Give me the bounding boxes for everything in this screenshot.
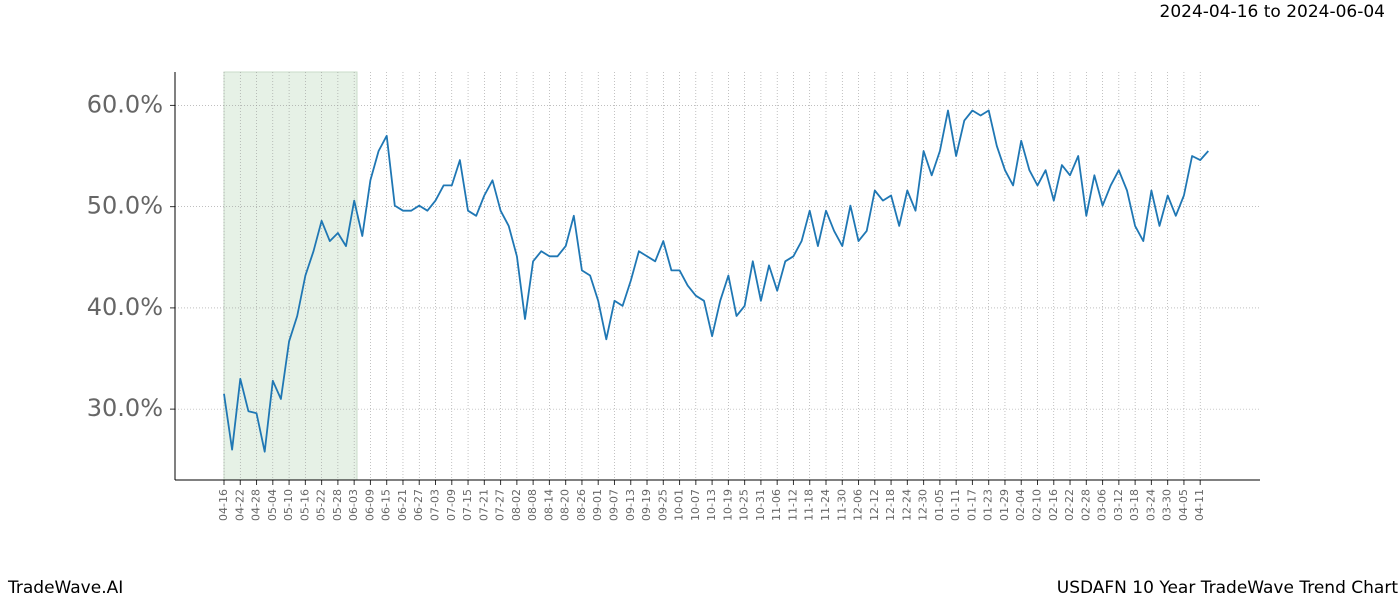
x-tick-label: 02-10 xyxy=(1031,489,1044,521)
x-tick-label: 02-16 xyxy=(1047,489,1060,521)
x-tick-label: 06-09 xyxy=(363,489,376,521)
x-tick-label: 06-21 xyxy=(396,489,409,521)
y-tick-label: 30.0% xyxy=(87,394,163,422)
x-tick-label: 05-28 xyxy=(331,489,344,521)
x-tick-label: 03-12 xyxy=(1112,489,1125,521)
x-tick-label: 09-19 xyxy=(640,489,653,521)
date-range: 2024-04-16 to 2024-06-04 xyxy=(1160,2,1385,22)
x-tick-label: 04-11 xyxy=(1193,489,1206,521)
x-tick-label: 12-30 xyxy=(917,489,930,521)
x-tick-label: 09-13 xyxy=(624,489,637,521)
x-tick-label: 05-16 xyxy=(298,489,311,521)
x-tick-label: 07-27 xyxy=(494,489,507,521)
trend-line xyxy=(223,109,1209,453)
x-tick-label: 11-18 xyxy=(803,489,816,521)
x-tick-label: 07-03 xyxy=(429,489,442,521)
x-tick-label: 10-19 xyxy=(721,489,734,521)
x-tick-label: 01-17 xyxy=(965,489,978,521)
brand: TradeWave.AI xyxy=(7,578,123,598)
x-tick-label: 10-25 xyxy=(738,489,751,521)
x-tick-label: 05-10 xyxy=(282,489,295,521)
x-tick-label: 08-14 xyxy=(542,489,555,521)
x-tick-label: 05-04 xyxy=(266,489,279,521)
x-tick-label: 09-25 xyxy=(656,489,669,521)
x-tick-label: 12-18 xyxy=(884,489,897,521)
x-tick-label: 08-02 xyxy=(510,489,523,521)
x-tick-label: 04-05 xyxy=(1177,489,1190,521)
x-tick-label: 02-04 xyxy=(1014,489,1027,521)
x-tick-label: 03-30 xyxy=(1161,489,1174,521)
x-tick-label: 08-08 xyxy=(526,489,539,521)
x-tick-label: 10-01 xyxy=(673,489,686,521)
y-tick-label: 50.0% xyxy=(87,192,163,220)
chart-name: USDAFN 10 Year TradeWave Trend Chart xyxy=(1057,578,1399,598)
x-tick-label: 02-28 xyxy=(1079,489,1092,521)
x-tick-label: 06-15 xyxy=(380,489,393,521)
x-tick-label: 06-03 xyxy=(347,489,360,521)
x-tick-label: 07-09 xyxy=(445,489,458,521)
x-tick-label: 10-31 xyxy=(754,489,767,521)
x-tick-label: 02-22 xyxy=(1063,489,1076,521)
x-tick-label: 10-13 xyxy=(705,489,718,521)
x-tick-label: 07-15 xyxy=(461,489,474,521)
x-tick-label: 11-06 xyxy=(770,489,783,521)
x-tick-label: 01-05 xyxy=(933,489,946,521)
x-tick-label: 04-28 xyxy=(250,489,263,521)
x-tick-label: 03-24 xyxy=(1144,489,1157,521)
x-tick-label: 03-06 xyxy=(1096,489,1109,521)
x-tick-label: 11-30 xyxy=(835,489,848,521)
x-tick-label: 08-20 xyxy=(559,489,572,521)
highlight-window xyxy=(223,71,358,481)
x-tick-label: 10-07 xyxy=(689,489,702,521)
x-tick-label: 01-29 xyxy=(998,489,1011,521)
x-tick-label: 09-07 xyxy=(607,489,620,521)
x-tick-label: 11-24 xyxy=(819,489,832,521)
x-tick-label: 11-12 xyxy=(786,489,799,521)
x-tick-label: 12-06 xyxy=(852,489,865,521)
x-tick-label: 01-11 xyxy=(949,489,962,521)
x-tick-label: 07-21 xyxy=(477,489,490,521)
x-tick-label: 03-18 xyxy=(1128,489,1141,521)
y-tick-label: 40.0% xyxy=(87,293,163,321)
x-tick-label: 04-22 xyxy=(233,489,246,521)
x-tick-label: 12-12 xyxy=(868,489,881,521)
y-tick-label: 60.0% xyxy=(87,90,163,118)
x-tick-label: 01-23 xyxy=(982,489,995,521)
x-tick-label: 04-16 xyxy=(217,489,230,521)
x-tick-label: 05-22 xyxy=(315,489,328,521)
x-tick-label: 12-24 xyxy=(900,489,913,521)
x-tick-label: 08-26 xyxy=(575,489,588,521)
x-tick-label: 09-01 xyxy=(591,489,604,521)
x-tick-label: 06-27 xyxy=(412,489,425,521)
